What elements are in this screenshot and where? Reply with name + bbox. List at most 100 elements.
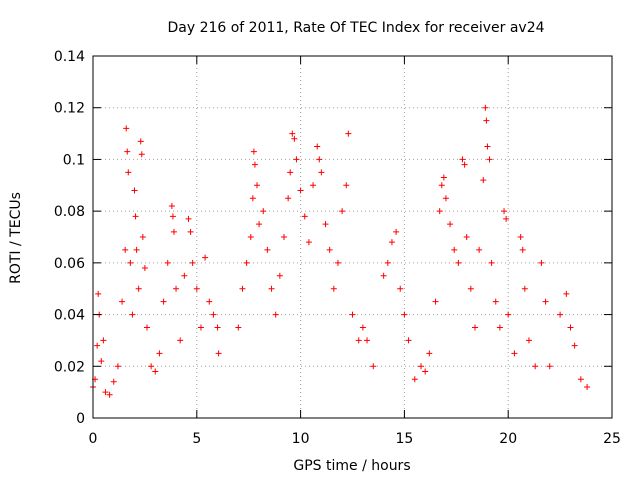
data-point — [169, 213, 176, 220]
data-point — [114, 363, 121, 370]
data-point — [135, 285, 142, 292]
data-point — [349, 311, 356, 318]
data-point — [438, 182, 445, 189]
y-tick-label: 0.02 — [54, 359, 85, 375]
x-tick-label: 15 — [395, 431, 413, 447]
data-point — [326, 246, 333, 253]
y-tick-label: 0.14 — [54, 49, 85, 65]
data-point — [532, 363, 539, 370]
data-point — [505, 311, 512, 318]
axis-ticks: 0 5 10 15 20 25 0 0.02 0.04 0.06 0.08 0.1 0.12 0.14 — [54, 49, 621, 447]
data-point — [305, 239, 312, 246]
data-point — [467, 285, 474, 292]
data-point — [442, 195, 449, 202]
data-point — [388, 239, 395, 246]
data-point — [418, 363, 425, 370]
x-axis-label: GPS time / hours — [293, 458, 410, 474]
data-point — [463, 234, 470, 240]
x-tick-label: 20 — [499, 431, 517, 447]
data-point — [345, 130, 352, 137]
data-point — [476, 246, 483, 253]
y-tick-label: 0.1 — [63, 152, 85, 168]
data-point — [440, 174, 447, 181]
data-point — [94, 342, 101, 349]
data-point — [129, 311, 136, 318]
data-point — [447, 221, 454, 228]
data-point — [455, 259, 462, 266]
data-point — [160, 298, 167, 305]
data-point — [106, 391, 113, 398]
x-tick-label: 0 — [89, 431, 98, 447]
data-point — [148, 363, 155, 370]
data-point — [567, 324, 574, 331]
data-point — [316, 156, 323, 163]
data-point — [187, 228, 194, 235]
data-point — [397, 285, 404, 292]
data-point — [411, 376, 418, 383]
y-tick-label: 0 — [76, 411, 85, 427]
data-point — [272, 311, 279, 318]
data-point — [193, 285, 200, 292]
data-point — [525, 337, 532, 344]
y-tick-label: 0.12 — [54, 101, 85, 117]
data-point — [143, 324, 150, 331]
data-point — [131, 187, 138, 194]
data-point — [177, 337, 184, 344]
y-tick-label: 0.04 — [54, 308, 85, 324]
data-point — [210, 311, 217, 318]
data-point — [355, 337, 362, 344]
data-point — [197, 324, 204, 331]
data-point — [156, 350, 163, 357]
data-point — [95, 290, 102, 297]
data-point — [185, 215, 192, 222]
data-point — [482, 104, 489, 111]
data-point — [268, 285, 275, 292]
data-point — [181, 272, 188, 279]
data-point — [422, 368, 429, 375]
data-point — [137, 138, 144, 145]
data-point — [133, 246, 140, 253]
x-tick-label: 5 — [192, 431, 201, 447]
data-point — [557, 311, 564, 318]
data-point — [571, 342, 578, 349]
data-point — [577, 376, 584, 383]
data-point — [250, 148, 257, 155]
data-point — [480, 177, 487, 184]
data-point — [318, 169, 325, 176]
data-point — [289, 130, 296, 137]
data-point — [393, 228, 400, 235]
data-point — [206, 298, 213, 305]
data-point — [451, 246, 458, 253]
data-point — [380, 272, 387, 279]
data-point — [521, 285, 528, 292]
data-point — [139, 234, 146, 240]
data-point — [401, 311, 408, 318]
data-point — [202, 254, 209, 261]
data-point — [563, 290, 570, 297]
data-point — [339, 208, 346, 215]
data-point — [343, 182, 350, 189]
data-point — [276, 272, 283, 279]
data-point — [214, 324, 221, 331]
data-point — [426, 350, 433, 357]
x-tick-label: 10 — [292, 431, 310, 447]
data-point — [496, 324, 503, 331]
y-axis-label: ROTI / TECUs — [8, 192, 24, 284]
data-point — [247, 234, 254, 240]
data-point — [334, 259, 341, 266]
data-point — [501, 208, 508, 215]
data-point — [173, 285, 180, 292]
data-point — [322, 221, 329, 228]
data-point — [301, 213, 308, 220]
data-point — [519, 246, 526, 253]
data-point — [215, 350, 222, 357]
data-point — [483, 117, 490, 124]
data-point — [235, 324, 242, 331]
data-point — [484, 143, 491, 150]
data-point — [405, 337, 412, 344]
data-point — [119, 298, 126, 305]
data-point — [260, 208, 267, 215]
y-tick-label: 0.06 — [54, 256, 85, 272]
data-point — [98, 358, 105, 365]
data-point — [239, 285, 246, 292]
